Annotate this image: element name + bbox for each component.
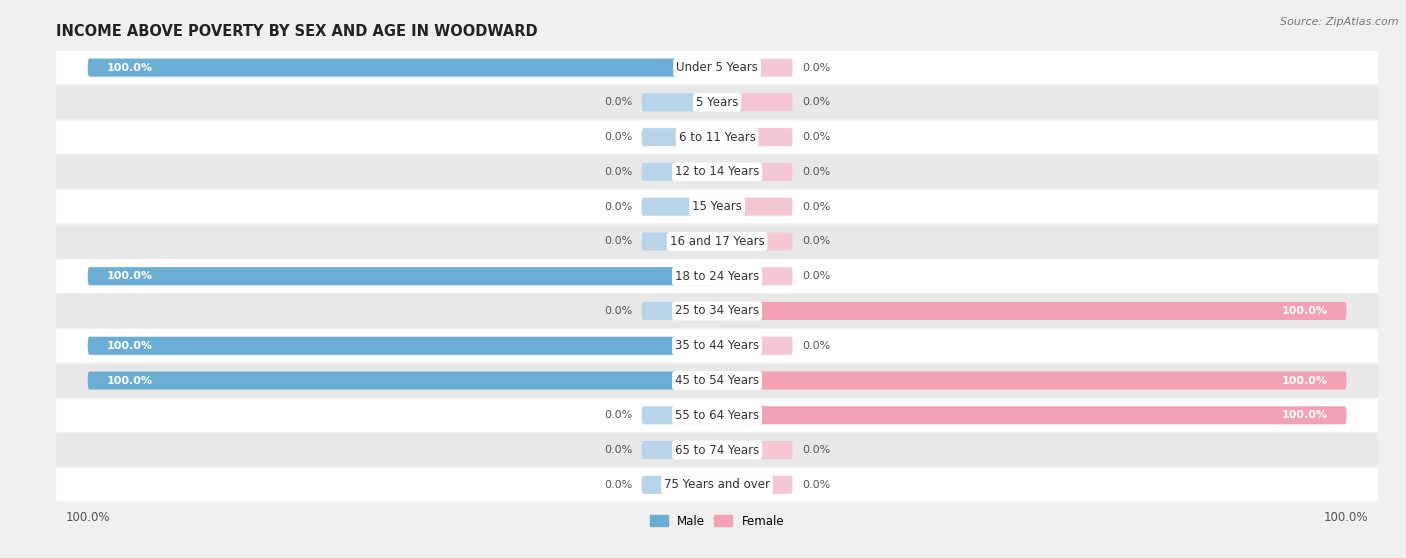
FancyBboxPatch shape: [717, 232, 793, 251]
Text: 65 to 74 Years: 65 to 74 Years: [675, 444, 759, 456]
Text: 0.0%: 0.0%: [801, 62, 831, 73]
FancyBboxPatch shape: [717, 163, 793, 181]
Legend: Male, Female: Male, Female: [645, 510, 789, 532]
Text: 100.0%: 100.0%: [107, 341, 153, 351]
Text: 6 to 11 Years: 6 to 11 Years: [679, 131, 755, 143]
FancyBboxPatch shape: [56, 398, 1378, 432]
Text: 0.0%: 0.0%: [801, 480, 831, 490]
FancyBboxPatch shape: [717, 198, 793, 216]
Text: 0.0%: 0.0%: [603, 445, 633, 455]
Text: 0.0%: 0.0%: [801, 167, 831, 177]
FancyBboxPatch shape: [56, 190, 1378, 223]
FancyBboxPatch shape: [56, 364, 1378, 397]
Text: 0.0%: 0.0%: [603, 237, 633, 247]
Text: 45 to 54 Years: 45 to 54 Years: [675, 374, 759, 387]
Text: 35 to 44 Years: 35 to 44 Years: [675, 339, 759, 352]
Text: 100.0%: 100.0%: [1281, 306, 1327, 316]
FancyBboxPatch shape: [641, 93, 717, 112]
Text: 0.0%: 0.0%: [603, 410, 633, 420]
Text: 0.0%: 0.0%: [801, 132, 831, 142]
Text: 75 Years and over: 75 Years and over: [664, 478, 770, 491]
Text: 0.0%: 0.0%: [603, 480, 633, 490]
Text: 0.0%: 0.0%: [801, 98, 831, 107]
Text: 12 to 14 Years: 12 to 14 Years: [675, 165, 759, 179]
Text: 16 and 17 Years: 16 and 17 Years: [669, 235, 765, 248]
FancyBboxPatch shape: [717, 267, 793, 285]
FancyBboxPatch shape: [56, 86, 1378, 119]
FancyBboxPatch shape: [641, 232, 717, 251]
FancyBboxPatch shape: [56, 434, 1378, 466]
Text: 5 Years: 5 Years: [696, 96, 738, 109]
FancyBboxPatch shape: [717, 441, 793, 459]
FancyBboxPatch shape: [87, 336, 717, 355]
Text: Under 5 Years: Under 5 Years: [676, 61, 758, 74]
FancyBboxPatch shape: [56, 121, 1378, 154]
FancyBboxPatch shape: [717, 128, 793, 146]
Text: 100.0%: 100.0%: [107, 62, 153, 73]
FancyBboxPatch shape: [641, 406, 717, 424]
FancyBboxPatch shape: [717, 302, 1347, 320]
FancyBboxPatch shape: [717, 406, 1347, 424]
FancyBboxPatch shape: [717, 336, 793, 355]
FancyBboxPatch shape: [56, 468, 1378, 502]
Text: 100.0%: 100.0%: [107, 376, 153, 386]
Text: 0.0%: 0.0%: [801, 445, 831, 455]
FancyBboxPatch shape: [56, 51, 1378, 84]
Text: 55 to 64 Years: 55 to 64 Years: [675, 409, 759, 422]
Text: 18 to 24 Years: 18 to 24 Years: [675, 270, 759, 283]
FancyBboxPatch shape: [56, 155, 1378, 189]
Text: 0.0%: 0.0%: [801, 201, 831, 211]
FancyBboxPatch shape: [56, 225, 1378, 258]
Text: 0.0%: 0.0%: [603, 132, 633, 142]
FancyBboxPatch shape: [717, 476, 793, 494]
Text: 0.0%: 0.0%: [801, 341, 831, 351]
Text: 100.0%: 100.0%: [107, 271, 153, 281]
Text: 0.0%: 0.0%: [603, 98, 633, 107]
Text: Source: ZipAtlas.com: Source: ZipAtlas.com: [1281, 17, 1399, 27]
FancyBboxPatch shape: [641, 441, 717, 459]
Text: 15 Years: 15 Years: [692, 200, 742, 213]
FancyBboxPatch shape: [717, 59, 793, 76]
FancyBboxPatch shape: [717, 93, 793, 112]
Text: 0.0%: 0.0%: [801, 237, 831, 247]
FancyBboxPatch shape: [641, 302, 717, 320]
Text: 0.0%: 0.0%: [603, 201, 633, 211]
FancyBboxPatch shape: [56, 259, 1378, 293]
FancyBboxPatch shape: [641, 476, 717, 494]
FancyBboxPatch shape: [56, 329, 1378, 363]
FancyBboxPatch shape: [87, 267, 717, 285]
FancyBboxPatch shape: [641, 198, 717, 216]
Text: INCOME ABOVE POVERTY BY SEX AND AGE IN WOODWARD: INCOME ABOVE POVERTY BY SEX AND AGE IN W…: [56, 25, 538, 39]
FancyBboxPatch shape: [87, 59, 717, 76]
Text: 0.0%: 0.0%: [801, 271, 831, 281]
Text: 0.0%: 0.0%: [603, 167, 633, 177]
Text: 25 to 34 Years: 25 to 34 Years: [675, 305, 759, 318]
Text: 0.0%: 0.0%: [603, 306, 633, 316]
Text: 100.0%: 100.0%: [1281, 410, 1327, 420]
FancyBboxPatch shape: [641, 128, 717, 146]
FancyBboxPatch shape: [87, 372, 717, 389]
FancyBboxPatch shape: [641, 163, 717, 181]
FancyBboxPatch shape: [56, 294, 1378, 328]
Text: 100.0%: 100.0%: [1281, 376, 1327, 386]
FancyBboxPatch shape: [717, 372, 1347, 389]
